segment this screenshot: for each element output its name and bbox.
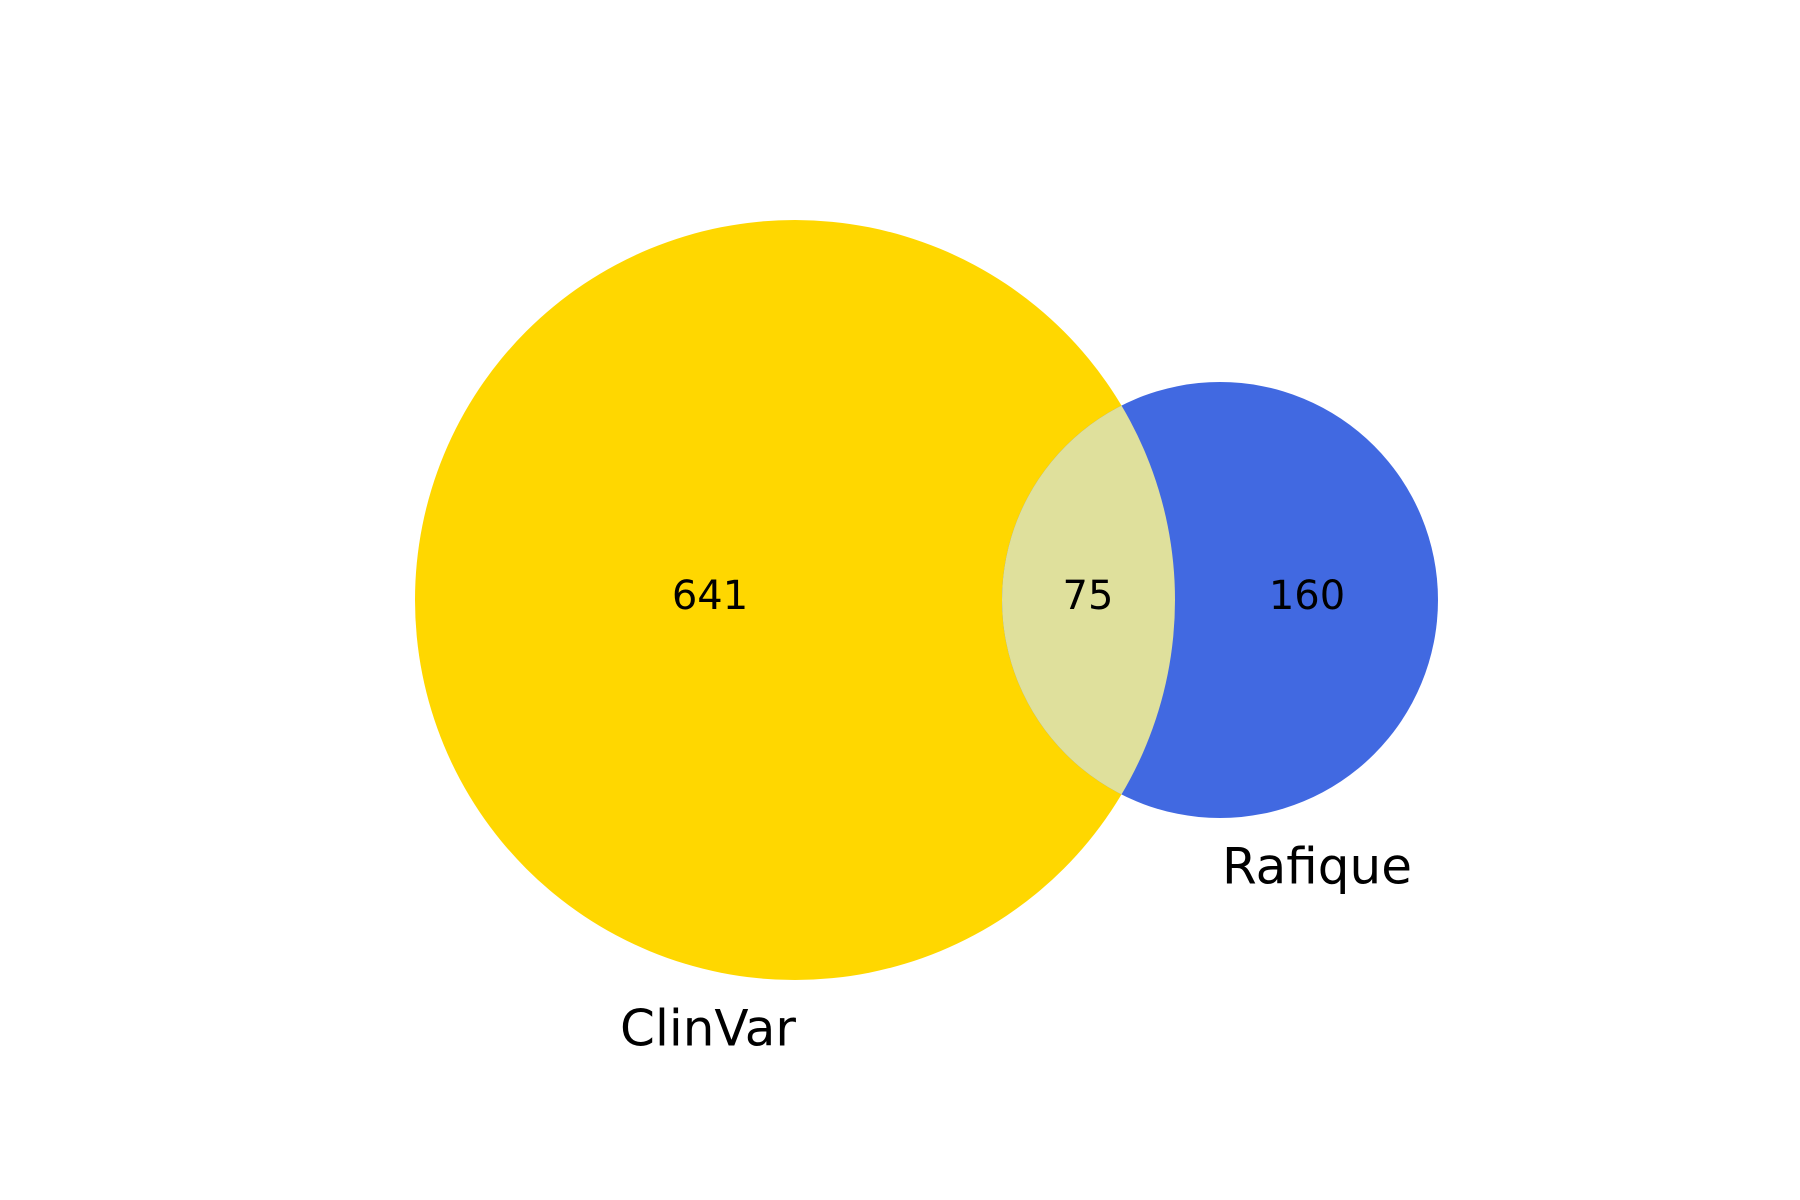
clinvar-label: ClinVar [620,1000,796,1058]
rafique-only-count: 160 [1269,573,1345,619]
intersection-region [1002,382,1175,818]
clinvar-only-count: 641 [672,573,748,619]
clinvar-circle [415,220,1175,980]
rafique-label: Rafique [1222,838,1412,896]
intersection-count: 75 [1063,573,1114,619]
